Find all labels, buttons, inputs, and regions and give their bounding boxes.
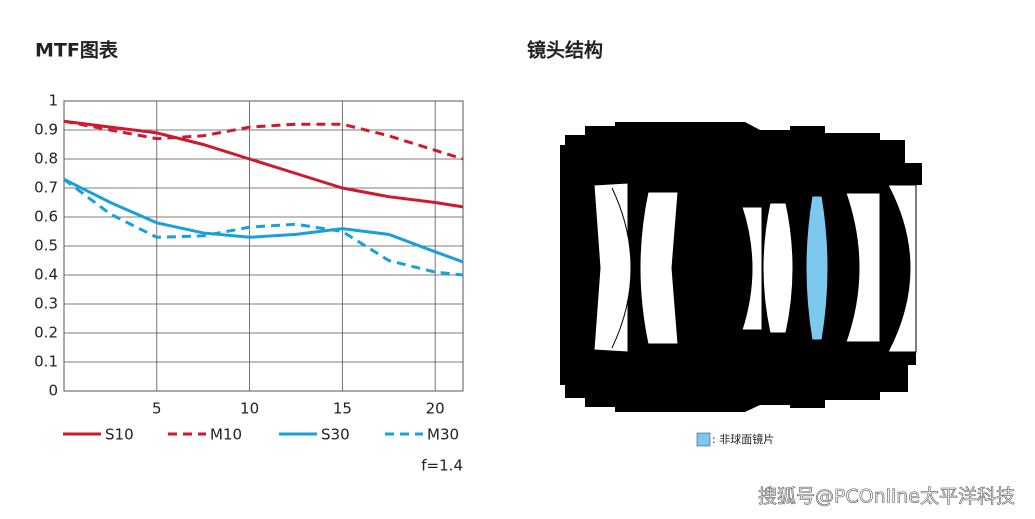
series-line <box>63 178 464 277</box>
x-tick-label: 10 <box>240 400 259 418</box>
y-tick-label: 0.4 <box>34 266 58 284</box>
y-tick-label: 0.9 <box>34 121 58 139</box>
lens-diagram: : 非球面镜片 <box>560 122 922 447</box>
y-tick-label: 0.7 <box>34 179 58 197</box>
lens-element <box>611 187 632 349</box>
series-line <box>63 119 464 209</box>
legend-label: S30 <box>321 426 350 444</box>
watermark: 搜狐号@PCOnline太平洋科技 <box>758 486 1015 508</box>
y-tick-label: 0.2 <box>34 324 58 342</box>
chart-note: f=1.4 <box>421 457 463 475</box>
chart-title: MTF图表 <box>35 39 119 62</box>
series-line <box>63 177 464 264</box>
y-tick-label: 0.8 <box>34 150 58 168</box>
aspheric-element <box>805 195 829 341</box>
legend-label: M30 <box>427 426 459 444</box>
x-tick-label: 5 <box>152 400 162 418</box>
y-tick-label: 0 <box>48 382 58 400</box>
y-tick-label: 0.3 <box>34 295 58 313</box>
y-tick-label: 0.5 <box>34 237 58 255</box>
y-tick-label: 1 <box>48 92 58 110</box>
lens-element <box>639 191 679 345</box>
series-line <box>63 119 464 161</box>
legend-swatch <box>696 432 711 447</box>
legend-label: S10 <box>105 426 134 444</box>
lens-element <box>845 192 881 343</box>
legend-label: : 非球面镜片 <box>712 432 774 446</box>
x-tick-label: 15 <box>333 400 352 418</box>
x-tick-label: 20 <box>426 400 445 418</box>
y-tick-label: 0.6 <box>34 208 58 226</box>
plot-frame <box>63 100 464 392</box>
lens-element <box>741 206 763 331</box>
lens-element <box>762 202 794 334</box>
lens-title: 镜头结构 <box>527 39 603 62</box>
legend-label: M10 <box>210 426 242 444</box>
lens-element <box>887 184 917 353</box>
y-tick-label: 0.1 <box>34 353 58 371</box>
